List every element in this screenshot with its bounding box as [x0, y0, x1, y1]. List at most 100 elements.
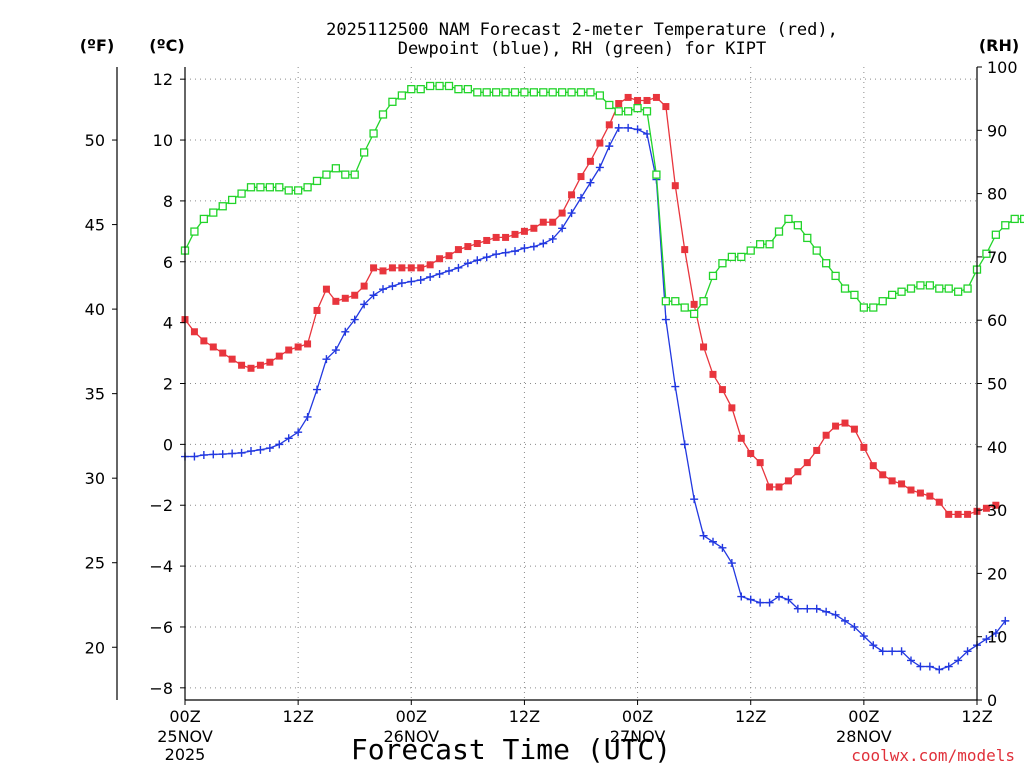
temperature-point — [313, 306, 321, 314]
temperature-point — [784, 477, 792, 485]
temperature-point — [954, 510, 962, 518]
dewpoint-point — [916, 662, 925, 671]
rh-point — [275, 183, 284, 192]
dewpoint-point — [803, 604, 812, 613]
temperature-point — [992, 501, 1000, 509]
rh-point — [491, 88, 501, 97]
temperature-point — [407, 264, 415, 272]
dewpoint-point — [633, 125, 642, 134]
rh-point — [1019, 214, 1024, 224]
dewpoint-point — [511, 247, 519, 256]
dewpoint-point — [350, 315, 359, 324]
rh-point — [454, 85, 463, 94]
dewpoint-line — [185, 127, 1006, 671]
temperature-point — [718, 386, 726, 394]
rh-point — [539, 88, 548, 97]
x-tick-label: 00Z — [169, 707, 200, 726]
temperature-point — [332, 297, 340, 305]
rh-point — [529, 88, 539, 97]
temperature-point — [285, 346, 293, 354]
rh-point — [199, 214, 209, 224]
rh-point — [331, 164, 341, 173]
rh-tick-label: 0 — [987, 691, 997, 710]
rh-point — [482, 88, 491, 97]
dewpoint-point — [869, 641, 878, 650]
temperature-point — [671, 182, 679, 190]
dewpoint-point — [878, 647, 887, 656]
temperature-point — [652, 93, 660, 101]
dewpoint-point — [859, 632, 868, 641]
axes-layer: −8−6−4−202468101220253035404550010203040… — [85, 58, 1018, 764]
temperature-point — [634, 96, 642, 104]
rh-unit-label: (RH) — [979, 36, 1019, 55]
dewpoint-point — [605, 142, 614, 151]
rh-point — [265, 183, 275, 192]
rh-point — [397, 91, 407, 100]
dewpoint-point — [369, 291, 378, 300]
temperature-point — [869, 462, 877, 470]
dewpoint-point — [294, 428, 303, 437]
temperature-point — [888, 477, 896, 485]
dewpoint-point — [548, 234, 557, 243]
temperature-point — [341, 294, 349, 302]
dewpoint-point — [558, 224, 567, 233]
temperature-point — [860, 443, 868, 451]
rh-point — [944, 284, 953, 293]
rh-point — [793, 221, 803, 230]
dewpoint-point — [407, 277, 416, 286]
rh-point — [510, 88, 520, 97]
dewpoint-point — [850, 622, 859, 631]
dewpoint-point — [661, 315, 670, 324]
dewpoint-point — [897, 647, 906, 656]
dewpoint-point — [727, 559, 736, 568]
dewpoint-point — [577, 193, 585, 202]
temperature-point — [737, 434, 745, 442]
temperature-point — [596, 139, 604, 147]
temperature-point — [492, 233, 500, 241]
x-tick-sublabel: 2025 — [165, 745, 206, 764]
temperature-point — [841, 419, 849, 427]
dewpoint-point — [247, 447, 255, 456]
dewpoint-point — [237, 448, 246, 457]
rh-point — [784, 214, 793, 224]
temperature-point — [520, 227, 528, 235]
fahrenheit-tick-label: 40 — [85, 300, 105, 319]
temperature-point — [256, 361, 264, 369]
temperature-point — [351, 291, 359, 299]
dewpoint-point — [454, 263, 463, 272]
temperature-point — [700, 343, 708, 351]
dewpoint-point — [331, 346, 340, 355]
dewpoint-point — [228, 449, 237, 458]
rh-point — [821, 259, 831, 268]
rh-point — [567, 88, 576, 97]
fahrenheit-tick-label: 30 — [85, 469, 105, 488]
temperature-point — [539, 218, 547, 226]
rh-point — [520, 88, 529, 97]
dewpoint-point — [322, 355, 331, 364]
temperature-point — [266, 358, 274, 366]
rh-point — [605, 100, 614, 110]
rh-point — [633, 103, 642, 113]
rh-point — [925, 281, 935, 290]
x-tick-sublabel: 25NOV — [157, 727, 213, 746]
temperature-point — [417, 264, 425, 272]
dewpoint-point — [624, 123, 633, 132]
rh-point — [190, 227, 199, 236]
rh-point — [699, 297, 708, 306]
celsius-tick-label: 10 — [153, 131, 173, 150]
rh-point — [501, 88, 510, 97]
rh-point — [322, 170, 331, 179]
temperature-point — [605, 121, 613, 129]
temperature-point — [756, 459, 764, 467]
temperature-point — [643, 96, 651, 104]
dewpoint-point — [482, 253, 491, 262]
rh-point — [388, 97, 397, 106]
rh-point — [586, 88, 595, 97]
dewpoint-point — [812, 604, 821, 613]
x-axis-title: Forecast Time (UTC) — [351, 733, 671, 766]
rh-point — [718, 259, 727, 268]
rh-point — [887, 290, 897, 300]
temperature-point — [879, 471, 887, 479]
temperature-point — [964, 510, 972, 518]
chart-title-line-1: 2025112500 NAM Forecast 2-meter Temperat… — [326, 20, 838, 40]
